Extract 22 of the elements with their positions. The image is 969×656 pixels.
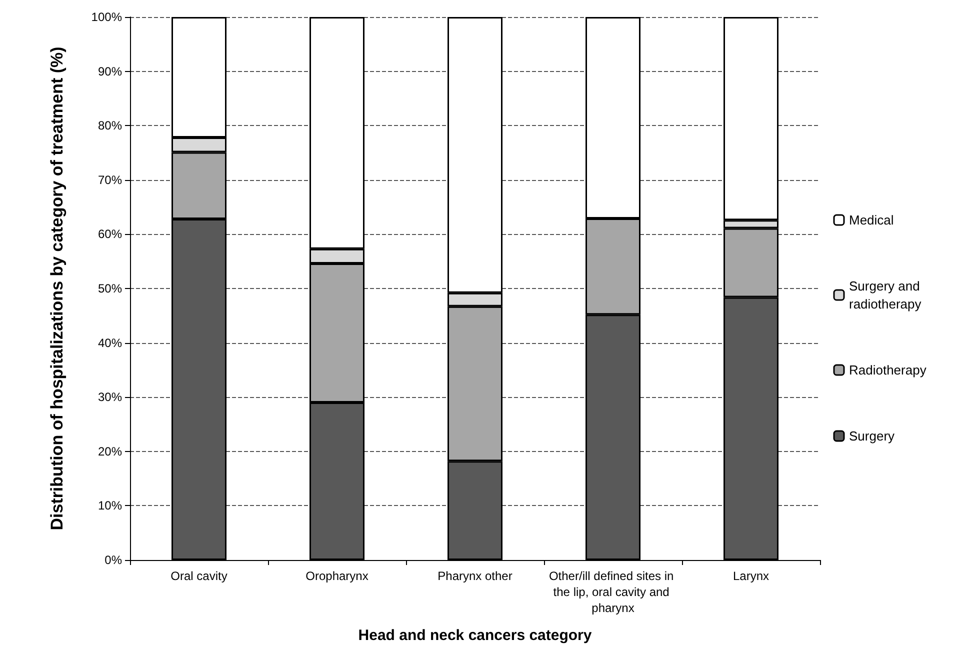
x-tick-label: Pharynx other [438, 569, 512, 583]
y-tick-label: 40% [98, 336, 122, 350]
y-tick-label: 10% [98, 498, 122, 513]
y-axis-title: Distribution of hospitalizations by category of treatment (%) [48, 46, 66, 530]
legend-label: Surgery and radiotherapy [849, 278, 924, 312]
legend-label: Radiotherapy [849, 362, 927, 378]
x-axis-title: Head and neck cancers category [358, 627, 592, 644]
y-tick-label: 100% [91, 10, 122, 24]
y-tick-label: 60% [98, 227, 122, 242]
x-tick-label: Oropharynx [306, 569, 368, 583]
x-tick-label: Larynx [732, 569, 770, 583]
y-tick-label: 90% [98, 64, 122, 78]
y-tick-label: 70% [98, 172, 122, 187]
y-tick-label: 20% [98, 444, 122, 458]
legend-label: Medical [849, 212, 894, 228]
y-tick-label: 50% [98, 282, 122, 296]
y-tick-label: 30% [98, 390, 122, 404]
x-tick-label: Oral cavity [170, 569, 228, 583]
legend-label: Surgery [849, 428, 896, 444]
y-tick-label: 0% [104, 553, 122, 567]
y-tick-label: 80% [98, 118, 122, 133]
x-tick-label: Other/ill defined sites in the lip, oral cavity and pharynx [548, 569, 678, 615]
